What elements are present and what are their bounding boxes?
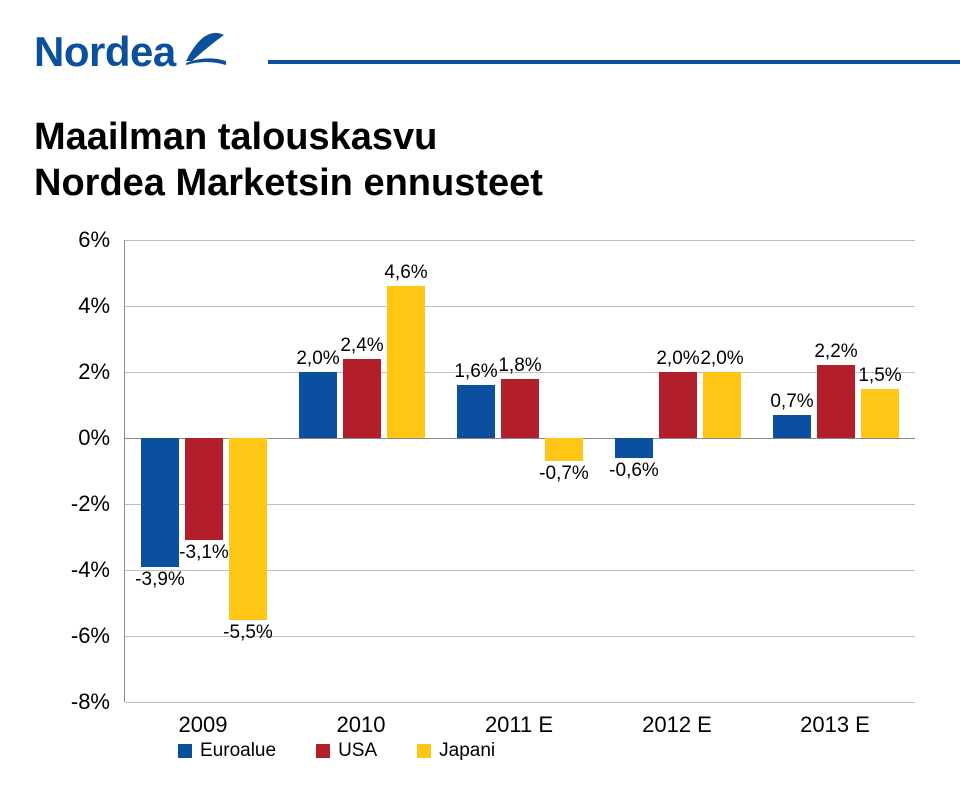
growth-chart: -8%-6%-4%-2%0%2%4%6% -3,9%-3,1%-5,5%2,0%… (54, 240, 914, 750)
bar-japani-2010: 4,6% (387, 286, 425, 438)
bar-euroalue-2013 E: 0,7% (773, 415, 811, 438)
legend-item-usa: USA (316, 740, 377, 762)
bar-japani-2011 E: -0,7% (545, 438, 583, 461)
bar-label: 2,4% (340, 335, 383, 357)
y-tick-label: 6% (78, 227, 110, 253)
bar-label: 4,6% (384, 262, 427, 284)
bar-euroalue-2009: -3,9% (141, 438, 179, 567)
bar-label: -3,1% (179, 542, 229, 564)
grid-line (125, 702, 915, 703)
y-tick-label: -4% (71, 557, 110, 583)
y-tick-label: 2% (78, 359, 110, 385)
bar-japani-2009: -5,5% (229, 438, 267, 620)
plot-area: -3,9%-3,1%-5,5%2,0%2,4%4,6%1,6%1,8%-0,7%… (124, 240, 915, 702)
logo-text: Nordea (34, 28, 176, 76)
x-tick-label: 2013 E (800, 712, 870, 738)
bar-euroalue-2011 E: 1,6% (457, 385, 495, 438)
bar-japani-2013 E: 1,5% (861, 389, 899, 439)
bar-label: -0,6% (609, 460, 659, 482)
bar-label: -5,5% (223, 622, 273, 644)
bar-label: 1,8% (498, 355, 541, 377)
logo: Nordea (0, 0, 960, 76)
x-tick-label: 2009 (179, 712, 228, 738)
logo-sail-icon (182, 31, 228, 72)
x-tick-label: 2011 E (485, 712, 553, 738)
bar-usa-2010: 2,4% (343, 359, 381, 438)
legend-swatch (178, 744, 192, 758)
title-line-1: Maailman talouskasvu (34, 115, 543, 161)
bar-usa-2009: -3,1% (185, 438, 223, 540)
x-tick-label: 2012 E (642, 712, 712, 738)
bar-label: 2,0% (296, 348, 339, 370)
bar-usa-2011 E: 1,8% (501, 379, 539, 438)
legend-label: Euroalue (200, 740, 276, 762)
bar-euroalue-2010: 2,0% (299, 372, 337, 438)
bar-label: 0,7% (770, 391, 813, 413)
legend-label: USA (338, 740, 377, 762)
x-tick-label: 2010 (337, 712, 386, 738)
bar-label: 2,0% (656, 348, 699, 370)
bar-usa-2012 E: 2,0% (659, 372, 697, 438)
bar-label: 1,5% (858, 365, 901, 387)
bar-label: -3,9% (135, 569, 185, 591)
bar-label: 2,0% (700, 348, 743, 370)
bar-label: -0,7% (539, 463, 589, 485)
grid-line (125, 240, 915, 241)
header-rule (268, 60, 960, 64)
legend-label: Japani (439, 740, 495, 762)
bar-label: 2,2% (814, 341, 857, 363)
y-tick-label: 0% (78, 425, 110, 451)
legend: EuroalueUSAJapani (178, 748, 525, 754)
grid-line (125, 306, 915, 307)
y-tick-label: -6% (71, 623, 110, 649)
page-title: Maailman talouskasvu Nordea Marketsin en… (34, 115, 543, 206)
y-tick-label: -2% (71, 491, 110, 517)
legend-swatch (417, 744, 431, 758)
bar-euroalue-2012 E: -0,6% (615, 438, 653, 458)
bar-usa-2013 E: 2,2% (817, 365, 855, 438)
legend-swatch (316, 744, 330, 758)
legend-item-euroalue: Euroalue (178, 740, 276, 762)
y-axis: -8%-6%-4%-2%0%2%4%6% (54, 240, 114, 702)
title-line-2: Nordea Marketsin ennusteet (34, 161, 543, 207)
y-tick-label: 4% (78, 293, 110, 319)
legend-item-japani: Japani (417, 740, 495, 762)
bar-label: 1,6% (454, 361, 497, 383)
bar-japani-2012 E: 2,0% (703, 372, 741, 438)
y-tick-label: -8% (71, 689, 110, 715)
